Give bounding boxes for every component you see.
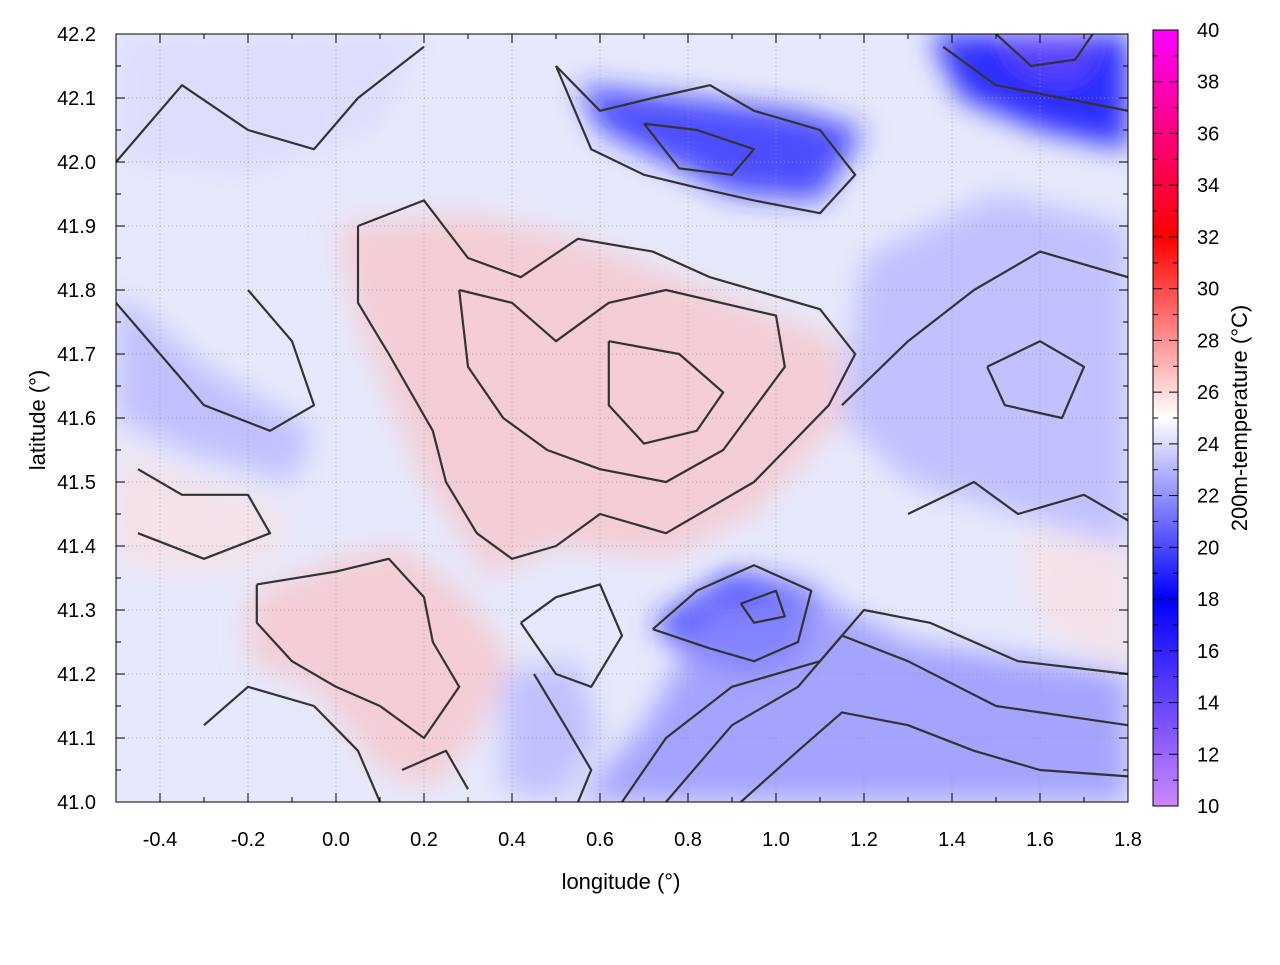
contour-line (740, 711, 1128, 802)
colorbar-tick-label: 36 (1197, 123, 1219, 145)
contour-line (533, 673, 593, 802)
colorbar-tick-label: 16 (1197, 641, 1219, 663)
field-region-cool (1004, 34, 1093, 73)
x-tick-label: 1.2 (850, 829, 878, 851)
contour-line (739, 589, 786, 624)
x-tick-label: -0.4 (143, 829, 177, 851)
field-region-cool (503, 661, 600, 802)
colorbar-tick-label: 18 (1197, 589, 1219, 611)
y-tick-label: 41.2 (57, 664, 96, 686)
field-region-cool (578, 597, 1128, 802)
field-region-warm (336, 213, 842, 578)
colorbar-tick-label: 28 (1197, 330, 1219, 352)
colorbar-tick-label: 24 (1197, 434, 1219, 456)
y-tick-label: 41.5 (57, 472, 96, 494)
field-region-cool (116, 290, 314, 482)
x-tick-label: 0.0 (322, 829, 350, 851)
contour-lines (116, 34, 1128, 802)
colorbar-tick-label: 14 (1197, 693, 1219, 715)
colorbar-tick-label: 40 (1197, 20, 1219, 42)
colorbar-tick-label: 20 (1197, 537, 1219, 559)
colorbar-label: 200m-temperature (°C) (1227, 305, 1252, 531)
contour-line (554, 65, 857, 215)
colorbar-tick-label: 34 (1197, 175, 1219, 197)
colorbar-tick-label: 30 (1197, 279, 1219, 301)
colorbar-tick-label: 12 (1197, 744, 1219, 766)
plot-area: -0.4 -0.2 0.0 0.2 0.4 0.6 0.8 1.0 1.2 1.4 1.6 1.8 4… (57, 24, 1142, 851)
x-tick-label: 1.6 (1026, 829, 1054, 851)
y-axis-ticks: 41.0 41.1 41.2 41.3 41.4 41.5 41.6 41.7 41.8 41.9… (57, 24, 1128, 814)
x-tick-label: 0.2 (410, 829, 438, 851)
contour-line (116, 45, 425, 163)
field-region-cool (842, 194, 1128, 546)
contour-line (665, 634, 1128, 802)
y-tick-label: 41.8 (57, 280, 96, 302)
y-tick-label: 41.6 (57, 408, 96, 430)
contour-line (458, 288, 786, 484)
x-tick-label: 0.8 (674, 829, 702, 851)
contour-line (986, 340, 1086, 420)
contour-line (137, 468, 272, 560)
contour-line (995, 34, 1094, 68)
y-tick-label: 41.3 (57, 600, 96, 622)
contour-line (203, 685, 382, 802)
colorbar-ticks: 10 12 14 16 18 20 22 24 26 28 30 32 34 36 38 40 (1153, 20, 1219, 818)
contour-line (607, 340, 725, 445)
y-tick-label: 42.0 (57, 152, 96, 174)
x-tick-label: 0.6 (586, 829, 614, 851)
x-tick-label: -0.2 (231, 829, 265, 851)
y-tick-label: 41.1 (57, 728, 96, 750)
grid-lines (116, 34, 1128, 802)
contour-line (907, 480, 1128, 522)
colorbar-tick-label: 10 (1197, 796, 1219, 818)
field-region-cool (578, 85, 864, 201)
colorbar: 10 12 14 16 18 20 22 24 26 28 30 32 34 36 38 40 (1152, 20, 1219, 818)
contour-line (942, 45, 1128, 112)
contour-line (519, 583, 624, 688)
contour-line (356, 199, 857, 560)
y-tick-label: 42.1 (57, 88, 96, 110)
x-tick-label: 0.4 (498, 829, 526, 851)
field-region-cool (116, 34, 424, 175)
colorbar-tick-label: 38 (1197, 72, 1219, 94)
contour-line (255, 557, 461, 740)
x-axis-label: longitude (°) (562, 869, 681, 894)
contour-line (841, 250, 1128, 406)
contour-line (643, 122, 756, 176)
y-tick-label: 41.0 (57, 792, 96, 814)
field-region-warm (248, 546, 512, 790)
y-axis-label: latitude (°) (25, 370, 50, 471)
colorbar-tick-label: 26 (1197, 382, 1219, 404)
contour-line (652, 564, 813, 663)
contour-line (116, 289, 316, 432)
y-tick-label: 41.4 (57, 536, 96, 558)
x-tick-label: 1.4 (938, 829, 966, 851)
colorbar-tick-label: 32 (1197, 227, 1219, 249)
y-tick-label: 42.2 (57, 24, 96, 46)
field-region-warm (1018, 533, 1128, 674)
x-tick-label: 1.8 (1114, 829, 1142, 851)
x-axis-ticks: -0.4 -0.2 0.0 0.2 0.4 0.6 0.8 1.0 1.2 1.4 1.6 1.8 (115, 34, 1142, 851)
y-tick-label: 41.9 (57, 216, 96, 238)
contour-line (401, 749, 469, 790)
temperature-field (116, 34, 1128, 802)
x-tick-label: 1.0 (762, 829, 790, 851)
y-tick-label: 41.7 (57, 344, 96, 366)
colorbar-tick-label: 22 (1197, 486, 1219, 508)
